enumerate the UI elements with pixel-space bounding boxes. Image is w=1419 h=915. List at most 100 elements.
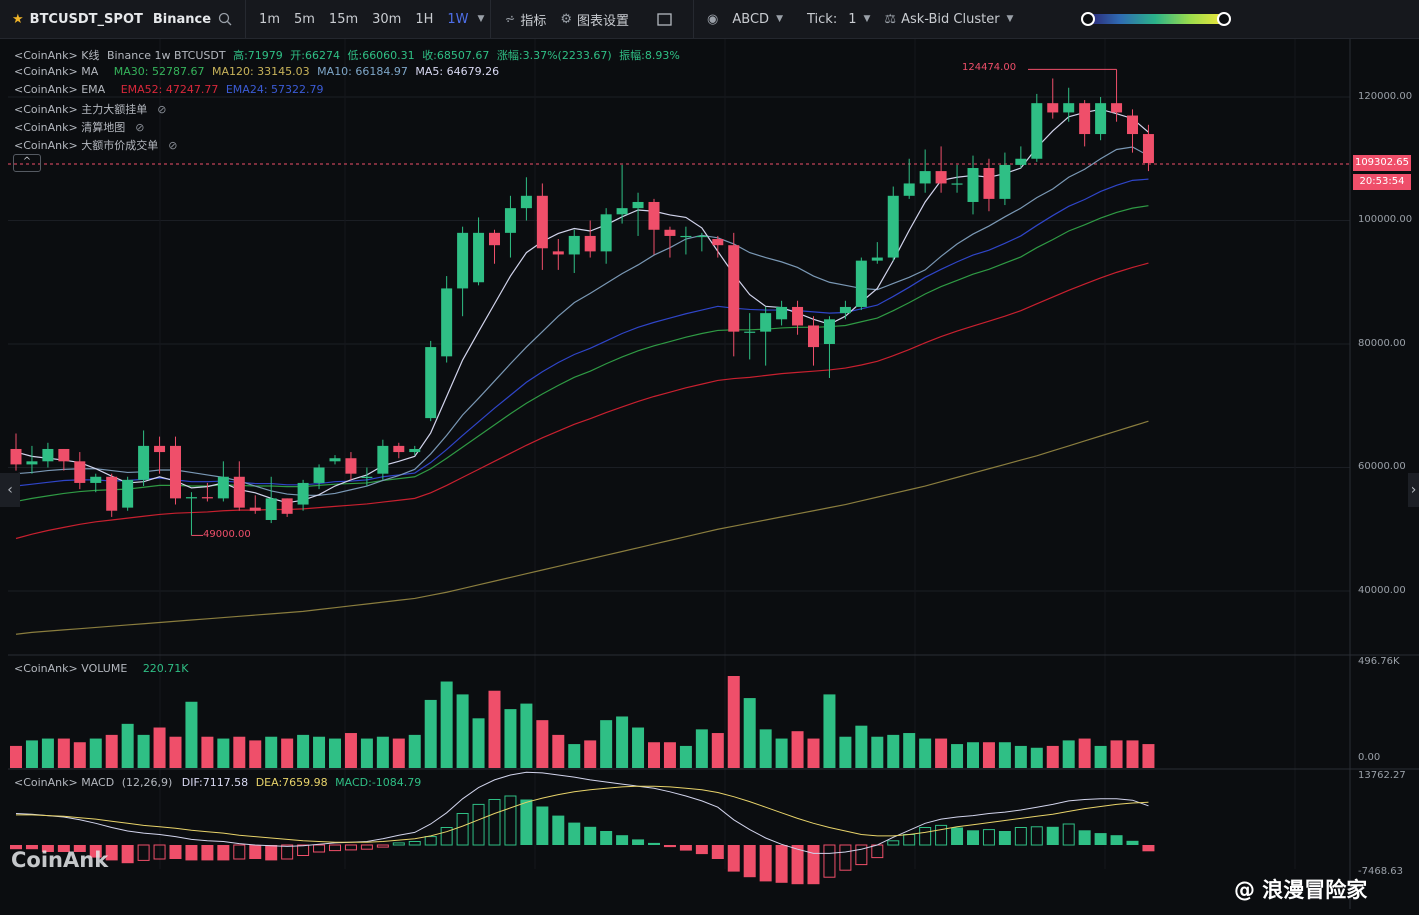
volume-bar <box>648 742 660 768</box>
volume-bar <box>998 742 1011 768</box>
macd-histogram-bar <box>121 845 134 864</box>
volume-bar <box>839 736 852 768</box>
volume-bar <box>743 698 756 768</box>
volume-bar <box>871 736 884 768</box>
interval-chevron-down-icon[interactable]: ▼ <box>477 14 485 24</box>
volume-bar <box>121 723 134 768</box>
macd-value: MACD:-1084.79 <box>335 776 422 789</box>
candle-body <box>90 476 102 483</box>
macd-histogram-bar <box>743 845 756 878</box>
fullscreen-button[interactable] <box>650 12 679 26</box>
cluster-selector[interactable]: ⚖ Ask-Bid Cluster ▼ <box>877 12 1020 27</box>
ma10-line <box>15 146 1149 496</box>
abcd-pattern-button[interactable]: ABCD ▼ <box>725 12 790 27</box>
eye-slash-icon[interactable]: ⊘ <box>157 103 167 116</box>
volume-bar <box>552 734 565 768</box>
macd-histogram-bar <box>823 844 836 878</box>
candle-body <box>233 476 245 508</box>
macd-histogram-bar <box>456 813 469 846</box>
volume-bar <box>376 736 389 768</box>
chart-canvas[interactable] <box>0 39 1419 915</box>
candle-body <box>839 306 851 314</box>
volume-bar <box>25 740 38 768</box>
kline-prefix: <CoinAnk> K线 <box>14 49 100 62</box>
heatmap-intensity-slider[interactable] <box>1081 12 1231 26</box>
volume-bar <box>1078 738 1091 768</box>
macd-histogram-bar <box>281 844 294 860</box>
candle-countdown-tag: 20:53:54 <box>1353 174 1411 190</box>
candle-body <box>776 306 788 320</box>
candlestick-series <box>10 68 1154 536</box>
collapse-legend-button[interactable]: ^ <box>13 154 41 172</box>
candle-body <box>1031 103 1043 159</box>
ma5-line <box>15 108 1149 504</box>
volume-bar <box>1142 744 1155 768</box>
cluster-icon: ⚖ <box>884 11 897 27</box>
macd-histogram-bar <box>695 845 708 855</box>
tick-value: 1 <box>848 11 857 27</box>
volume-bars <box>10 676 1155 768</box>
interval-1w[interactable]: 1W <box>447 11 469 27</box>
interval-30m[interactable]: 30m <box>372 11 402 27</box>
dea-line <box>16 785 1149 843</box>
volume-bar <box>408 734 421 768</box>
candle-body <box>648 201 660 230</box>
macd-panel <box>10 771 1155 885</box>
chart-settings-button[interactable]: ⚙ 图表设置 <box>553 10 636 29</box>
eye-slash-icon[interactable]: ⊘ <box>135 121 145 134</box>
indicators-button[interactable]: ⩫ 指标 <box>497 10 553 29</box>
candle-body <box>983 168 995 199</box>
price-axis-label: 80000.00 <box>1358 338 1406 349</box>
candle-body <box>249 507 261 511</box>
slider-handle-max[interactable] <box>1217 12 1231 26</box>
candle-body <box>185 497 197 499</box>
macd-histogram-bar <box>584 826 597 845</box>
interval-5m[interactable]: 5m <box>293 11 315 27</box>
interval-1h[interactable]: 1H <box>415 11 434 27</box>
macd-histogram-bar <box>41 845 54 852</box>
macd-histogram-bar <box>871 844 884 859</box>
macd-histogram-bar <box>424 836 437 846</box>
scroll-left-button[interactable]: ‹ <box>0 473 20 507</box>
symbol-name[interactable]: BTCUSDT_SPOT <box>29 11 143 27</box>
volume-bar <box>456 694 469 768</box>
symbol-search-icon[interactable] <box>211 12 239 26</box>
candle-body <box>823 319 835 344</box>
candle-body <box>1047 103 1059 113</box>
volume-bar <box>488 690 501 768</box>
scroll-right-button[interactable]: › <box>1408 473 1419 507</box>
interval-1m[interactable]: 1m <box>259 11 280 27</box>
ma-prefix: <CoinAnk> MA <box>14 65 99 78</box>
macd-histogram-bar <box>759 845 772 882</box>
candle-body <box>600 214 612 252</box>
volume-bar <box>153 727 166 768</box>
volume-bar <box>951 744 964 768</box>
macd-histogram-bar <box>839 844 852 871</box>
candle-body <box>568 235 580 255</box>
volume-bar <box>1030 747 1043 768</box>
eye-slash-icon[interactable]: ⊘ <box>168 139 178 152</box>
price-axis-label: 60000.00 <box>1358 461 1406 472</box>
interval-15m[interactable]: 15m <box>328 11 359 27</box>
gear-icon: ⚙ <box>560 11 573 27</box>
volume-bar <box>360 738 373 768</box>
candle-body <box>329 458 341 462</box>
volume-bar <box>233 736 246 768</box>
chevron-down-icon: ▼ <box>1006 14 1014 24</box>
ema-legend: <CoinAnk> EMA EMA52: 47247.77 EMA24: 573… <box>14 83 328 96</box>
candle-body <box>1095 103 1107 135</box>
slider-handle-min[interactable] <box>1081 12 1095 26</box>
favorite-star-icon[interactable]: ★ <box>12 11 24 27</box>
candle-body <box>42 448 54 462</box>
toolbar-divider <box>693 0 695 38</box>
drawing-tool-button[interactable]: ◉ <box>700 12 725 27</box>
volume-legend: <CoinAnk> VOLUME 220.71K <box>14 662 193 675</box>
macd-histogram-bar <box>520 799 533 845</box>
tick-selector[interactable]: Tick: 1 ▼ <box>800 12 877 27</box>
exchange-name[interactable]: Binance <box>152 11 212 27</box>
macd-legend: <CoinAnk> MACD (12,26,9) DIF:7117.58 DEA… <box>14 776 425 789</box>
ma-legend: <CoinAnk> MA MA30: 52787.67 MA120: 33145… <box>14 65 503 78</box>
candle-body <box>425 347 437 419</box>
macd-histogram-bar <box>504 795 517 846</box>
candle-body <box>616 208 628 215</box>
